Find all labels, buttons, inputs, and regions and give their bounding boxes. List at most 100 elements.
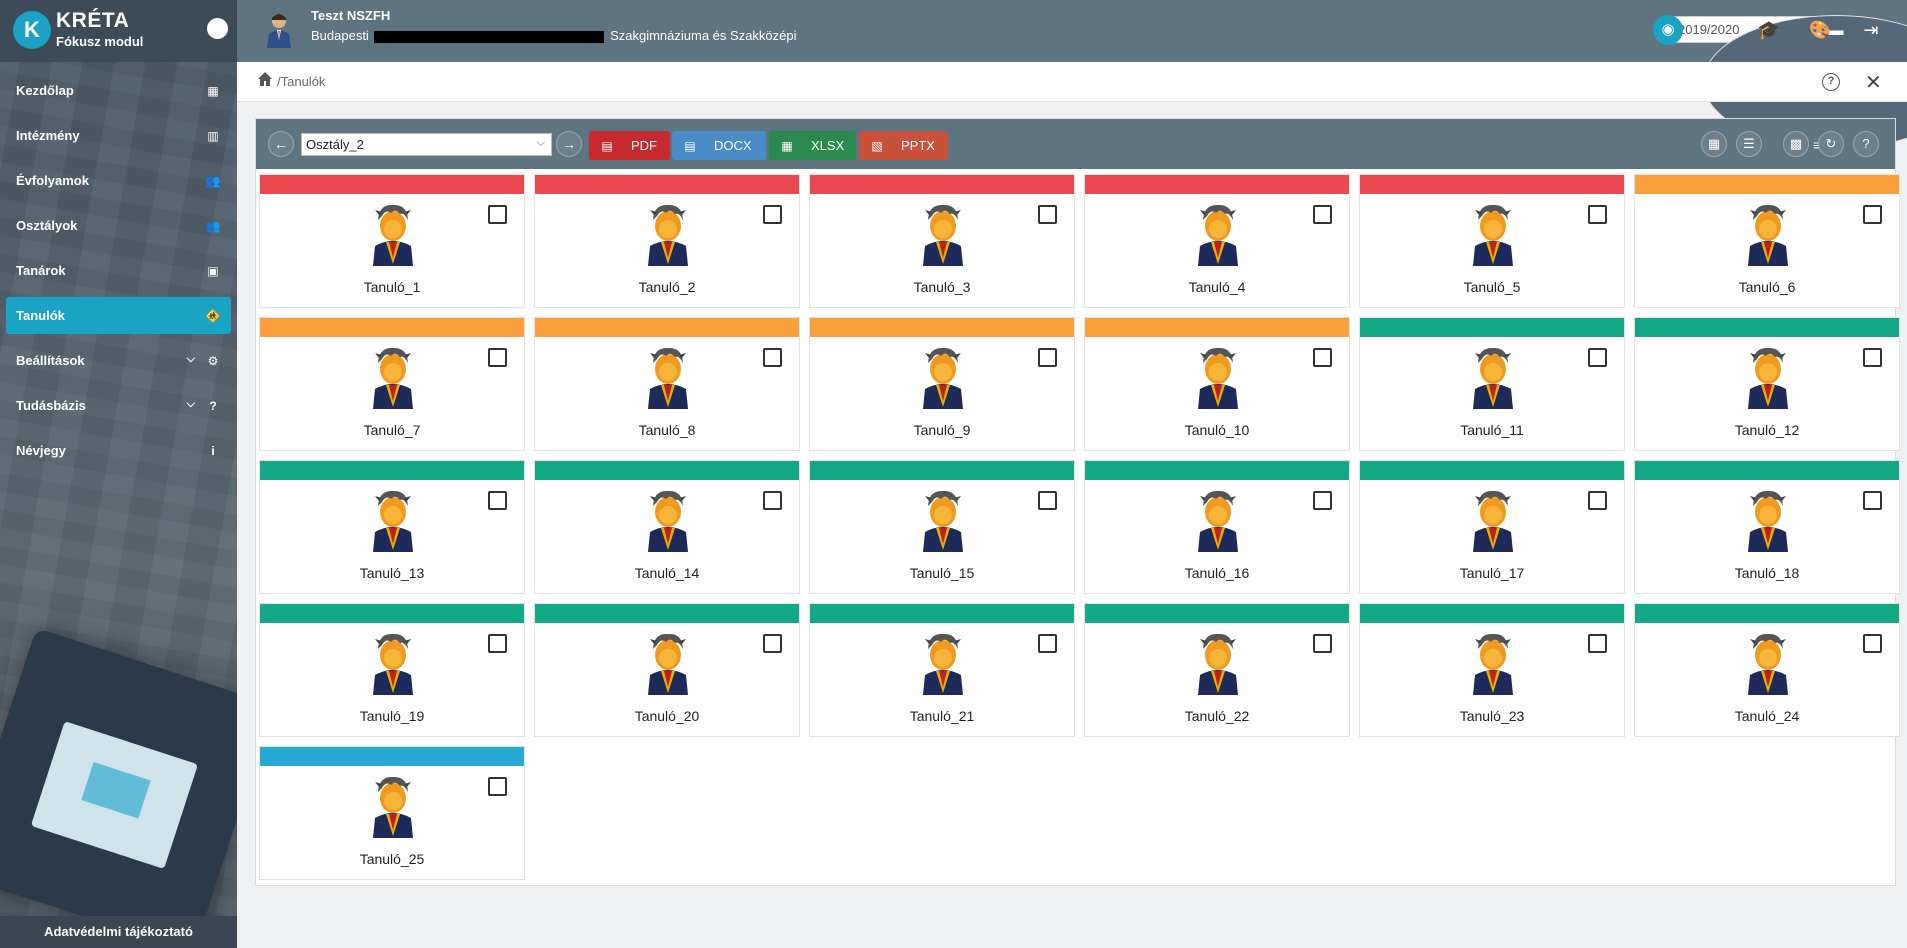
user-avatar-icon[interactable]: [266, 12, 292, 48]
graduation-cap-icon[interactable]: 🎓: [1757, 20, 1781, 40]
export-xlsx-button[interactable]: ▦ XLSX: [769, 131, 856, 160]
student-card[interactable]: Tanuló_11: [1359, 317, 1625, 451]
student-card[interactable]: Tanuló_22: [1084, 603, 1350, 737]
student-card[interactable]: Tanuló_3: [809, 174, 1075, 308]
school-name: Budapesti Szakgimnáziuma és Szakközépi: [311, 28, 797, 43]
menu-toggle-button[interactable]: [207, 18, 228, 39]
student-card[interactable]: Tanuló_2: [534, 174, 800, 308]
menu-lines-icon[interactable]: ≡: [1813, 137, 1821, 153]
student-card[interactable]: Tanuló_15: [809, 460, 1075, 594]
student-card[interactable]: Tanuló_8: [534, 317, 800, 451]
select-checkbox[interactable]: [1863, 205, 1882, 224]
export-pptx-button[interactable]: ▧ PPTX: [859, 131, 948, 160]
student-card[interactable]: Tanuló_10: [1084, 317, 1350, 451]
select-checkbox[interactable]: [1863, 634, 1882, 653]
student-card[interactable]: Tanuló_7: [259, 317, 525, 451]
chevron-down-icon: ⌵: [186, 398, 195, 410]
student-card[interactable]: Tanuló_9: [809, 317, 1075, 451]
select-checkbox[interactable]: [488, 777, 507, 796]
previous-class-button[interactable]: ←: [268, 131, 294, 157]
palette-icon[interactable]: 🎨: [1808, 20, 1832, 40]
select-checkbox[interactable]: [1588, 348, 1607, 367]
select-checkbox[interactable]: [488, 491, 507, 510]
refresh-icon[interactable]: ↻: [1818, 131, 1844, 157]
student-card[interactable]: Tanuló_23: [1359, 603, 1625, 737]
select-checkbox[interactable]: [1313, 491, 1332, 510]
spreadsheet-icon: ▦: [781, 138, 793, 153]
brand-header[interactable]: K KRÉTA Fókusz modul: [0, 0, 237, 62]
select-checkbox[interactable]: [488, 348, 507, 367]
select-checkbox[interactable]: [1038, 491, 1057, 510]
export-docx-button[interactable]: ▤ DOCX: [672, 131, 766, 160]
student-card[interactable]: Tanuló_6: [1634, 174, 1900, 308]
close-icon[interactable]: ✕: [1865, 72, 1882, 94]
breadcrumb-path[interactable]: /Tanulók: [277, 74, 326, 89]
student-name: Tanuló_10: [1184, 422, 1250, 438]
sidebar-item-évfolyamok[interactable]: Évfolyamok 👥: [6, 162, 231, 199]
student-avatar-icon: [1194, 345, 1242, 409]
students-panel: ← Osztály_2 ⌵ → ▤ PDF ▤ DOCX ▦ XLSX ▧ PP…: [255, 118, 1900, 886]
select-checkbox[interactable]: [488, 205, 507, 224]
student-card[interactable]: Tanuló_5: [1359, 174, 1625, 308]
select-checkbox[interactable]: [1313, 634, 1332, 653]
redaction-bar: [374, 30, 605, 43]
next-class-button[interactable]: →: [556, 131, 582, 157]
select-checkbox[interactable]: [1038, 348, 1057, 367]
select-checkbox[interactable]: [1588, 491, 1607, 510]
select-checkbox[interactable]: [1863, 348, 1882, 367]
select-checkbox[interactable]: [1038, 205, 1057, 224]
student-card[interactable]: Tanuló_24: [1634, 603, 1900, 737]
select-checkbox[interactable]: [1313, 348, 1332, 367]
sidebar-item-osztályok[interactable]: Osztályok 👥: [6, 207, 231, 244]
logout-icon[interactable]: ⇥: [1863, 20, 1879, 40]
breadcrumb: /Tanulók ? ✕: [237, 62, 1907, 102]
status-bar: [1085, 461, 1349, 480]
status-bar: [1635, 604, 1899, 623]
select-checkbox[interactable]: [1863, 491, 1882, 510]
sidebar-item-tudásbázis[interactable]: Tudásbázis ⌵?: [6, 387, 231, 424]
sidebar-item-intézmény[interactable]: Intézmény ▥: [6, 117, 231, 154]
list-view-icon[interactable]: ☰: [1736, 131, 1762, 157]
status-bar: [810, 318, 1074, 337]
select-checkbox[interactable]: [1313, 205, 1332, 224]
sidebar-item-kezdőlap[interactable]: Kezdőlap ▦: [6, 72, 231, 109]
student-name: Tanuló_5: [1463, 279, 1521, 295]
sidebar-item-tanárok[interactable]: Tanárok ▣: [6, 252, 231, 289]
student-card[interactable]: Tanuló_20: [534, 603, 800, 737]
select-checkbox[interactable]: [763, 348, 782, 367]
select-checkbox[interactable]: [1588, 205, 1607, 224]
building-icon: ▥: [207, 129, 219, 143]
help-icon[interactable]: ?: [1822, 73, 1840, 91]
sidebar-item-névjegy[interactable]: Névjegy i: [6, 432, 231, 469]
student-card[interactable]: Tanuló_16: [1084, 460, 1350, 594]
help-icon[interactable]: ?: [1853, 131, 1879, 157]
student-card[interactable]: Tanuló_19: [259, 603, 525, 737]
eye-slash-icon[interactable]: ◉: [1653, 15, 1683, 45]
table-view-icon[interactable]: ▦: [1701, 131, 1727, 157]
select-checkbox[interactable]: [488, 634, 507, 653]
student-card[interactable]: Tanuló_12: [1634, 317, 1900, 451]
sidebar-item-tanulók[interactable]: Tanulók 🚸: [6, 297, 231, 334]
home-icon[interactable]: [257, 71, 273, 87]
student-card[interactable]: Tanuló_13: [259, 460, 525, 594]
student-card[interactable]: Tanuló_14: [534, 460, 800, 594]
select-checkbox[interactable]: [763, 634, 782, 653]
select-checkbox[interactable]: [763, 205, 782, 224]
student-card[interactable]: Tanuló_21: [809, 603, 1075, 737]
export-pdf-button[interactable]: ▤ PDF: [589, 131, 670, 160]
class-select[interactable]: Osztály_2 ⌵: [301, 133, 552, 156]
privacy-notice-link[interactable]: Adatvédelmi tájékoztató: [0, 916, 237, 948]
group-icon: 👥: [205, 219, 221, 233]
student-card[interactable]: Tanuló_17: [1359, 460, 1625, 594]
student-card[interactable]: Tanuló_25: [259, 746, 525, 880]
card-view-icon[interactable]: ▩: [1783, 131, 1809, 157]
student-card[interactable]: Tanuló_4: [1084, 174, 1350, 308]
sidebar-item-label: Kezdőlap: [16, 83, 74, 98]
student-name: Tanuló_2: [638, 279, 696, 295]
sidebar-item-beállítások[interactable]: Beállítások ⌵ ⚙: [6, 342, 231, 379]
student-card[interactable]: Tanuló_1: [259, 174, 525, 308]
select-checkbox[interactable]: [1038, 634, 1057, 653]
student-card[interactable]: Tanuló_18: [1634, 460, 1900, 594]
select-checkbox[interactable]: [763, 491, 782, 510]
select-checkbox[interactable]: [1588, 634, 1607, 653]
